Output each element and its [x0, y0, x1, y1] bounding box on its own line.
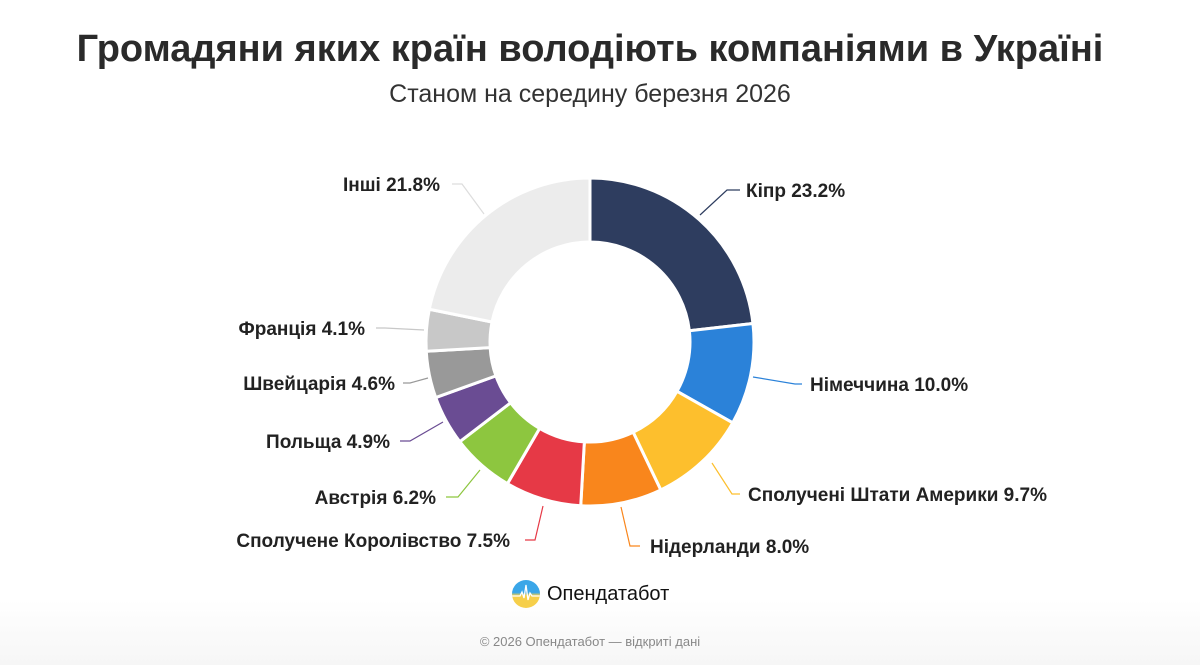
- donut-slice-9: [427, 176, 592, 324]
- slice-label-2: Сполучені Штати Америки 9.7%: [748, 485, 1047, 506]
- slice-label-9: Інші 21.8%: [343, 175, 440, 196]
- slice-label-5: Австрія 6.2%: [315, 488, 436, 509]
- footer-credit: © 2026 Опендатабот — відкриті дані: [479, 634, 701, 649]
- slice-label-8: Франція 4.1%: [239, 319, 366, 340]
- donut-slice-0: [588, 176, 755, 333]
- leader-line-4: [525, 505, 544, 541]
- leader-line-3: [620, 506, 640, 547]
- slice-label-4: Сполучене Королівство 7.5%: [236, 531, 510, 552]
- brand-name: Опендатабот: [547, 582, 670, 605]
- slice-label-3: Нідерланди 8.0%: [650, 537, 809, 558]
- leader-line-6: [400, 421, 444, 442]
- leader-line-8: [376, 327, 425, 331]
- slice-label-7: Швейцарія 4.6%: [243, 374, 395, 395]
- leader-line-2: [711, 462, 740, 495]
- leader-line-0: [699, 189, 740, 216]
- slice-label-0: Кіпр 23.2%: [746, 181, 845, 202]
- brand-logo: Опендатабот: [512, 580, 669, 608]
- opendatabot-logo-icon: [512, 580, 540, 608]
- leader-line-9: [452, 183, 485, 215]
- chart-subtitle: Станом на середину березня 2026: [389, 80, 791, 108]
- slice-label-1: Німеччина 10.0%: [810, 375, 968, 396]
- leader-line-7: [403, 377, 429, 384]
- slice-label-6: Польща 4.9%: [266, 432, 390, 453]
- leader-line-1: [752, 376, 802, 385]
- chart-title: Громадяни яких країн володіють компаніям…: [76, 28, 1104, 70]
- leader-line-5: [446, 469, 481, 498]
